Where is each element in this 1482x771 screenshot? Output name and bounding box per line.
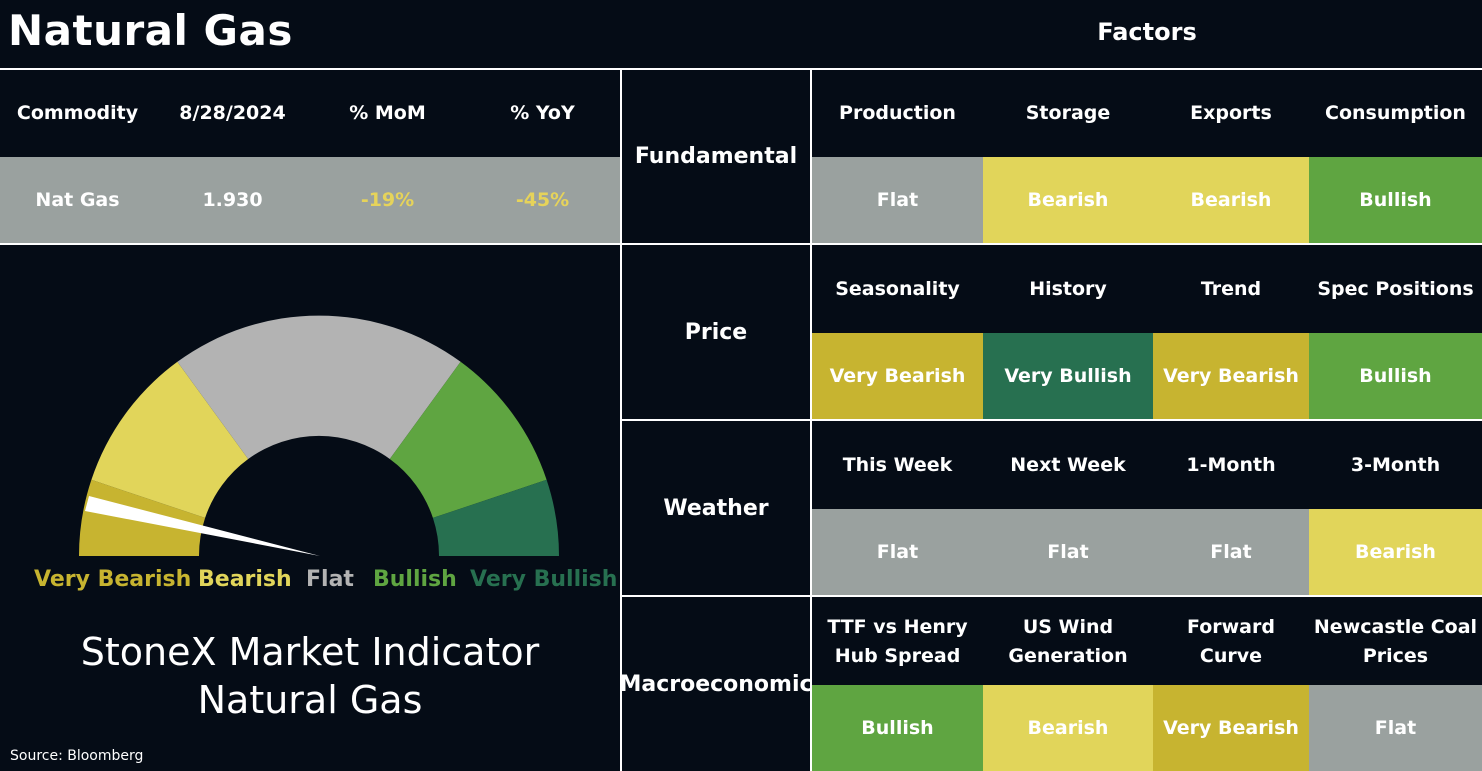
factor-label-divider [810, 68, 812, 771]
header-mom: % MoM [349, 102, 426, 124]
row-divider-2 [622, 419, 1482, 421]
legend-flat: Flat [306, 567, 354, 592]
factor-rating-spec-positions: Bullish [1309, 333, 1482, 419]
factor-name-newcastle-coal-prices: Newcastle Coal Prices [1313, 615, 1478, 667]
header-commodity: Commodity [16, 102, 139, 124]
factor-rating-trend: Very Bearish [1153, 333, 1309, 419]
factor-rating-exports: Bearish [1153, 157, 1309, 243]
legend-very-bullish: Very Bullish [470, 567, 618, 592]
indicator-title-line1: StoneX Market Indicator [80, 630, 540, 674]
row-divider-3 [622, 595, 1482, 597]
cell-yoy: -45% [515, 188, 570, 211]
factor-name-seasonality: Seasonality [835, 278, 960, 300]
gauge-segment-bearish [91, 361, 249, 518]
market-indicator-gauge [79, 315, 559, 556]
indicator-title-line2: Natural Gas [197, 678, 423, 722]
legend-very-bearish: Very Bearish [34, 567, 192, 592]
factor-name-1-month: 1-Month [1186, 454, 1276, 476]
factor-name-next-week: Next Week [1010, 454, 1126, 476]
factor-name-trend: Trend [1200, 278, 1262, 300]
factor-name-history: History [1029, 278, 1107, 300]
factor-group-fundamental: Fundamental [634, 144, 798, 169]
factor-rating-us-wind-generation: Bearish [983, 685, 1153, 771]
cell-commodity: Nat Gas [35, 188, 120, 211]
factor-rating-storage: Bearish [983, 157, 1153, 243]
legend-bullish: Bullish [373, 567, 457, 592]
factor-rating-3-month: Bearish [1309, 509, 1482, 595]
factor-rating-seasonality: Very Bearish [812, 333, 983, 419]
factor-rating-production: Flat [812, 157, 983, 243]
factor-rating-next-week: Flat [983, 509, 1153, 595]
cell-price: 1.930 [202, 188, 263, 211]
header-date: 8/28/2024 [179, 102, 286, 124]
factor-name-storage: Storage [1025, 102, 1111, 124]
factor-rating-this-week: Flat [812, 509, 983, 595]
factor-name-ttf-vs-henry-hub-spread: TTF vs Henry Hub Spread [827, 615, 968, 667]
factor-name-exports: Exports [1190, 102, 1272, 124]
factor-name-forward-curve: Forward Curve [1187, 615, 1275, 667]
left-panel-divider [620, 68, 622, 771]
factor-rating-forward-curve: Very Bearish [1153, 685, 1309, 771]
factors-title: Factors [1097, 18, 1197, 46]
factor-rating-newcastle-coal-prices: Flat [1309, 685, 1482, 771]
gauge-segment-flat [177, 315, 461, 459]
page-title: Natural Gas [8, 6, 293, 55]
factor-rating-history: Very Bullish [983, 333, 1153, 419]
factor-group-weather: Weather [663, 496, 769, 521]
factor-name-us-wind-generation: US Wind Generation [1008, 615, 1128, 667]
row-divider-1 [0, 243, 1482, 245]
top-divider [0, 68, 1482, 70]
source-note: Source: Bloomberg [10, 748, 144, 764]
factor-name-production: Production [839, 102, 956, 124]
factor-name-this-week: This Week [842, 454, 953, 476]
commodity-row-bg [0, 157, 620, 243]
factor-name-3-month: 3-Month [1350, 454, 1441, 476]
gauge-segment-very-bullish [432, 479, 559, 556]
gauge-segment-bullish [389, 361, 547, 518]
factor-group-price: Price [684, 320, 748, 345]
cell-mom: -19% [360, 188, 415, 211]
factor-name-consumption: Consumption [1325, 102, 1466, 124]
header-yoy: % YoY [510, 102, 575, 124]
factor-rating-1-month: Flat [1153, 509, 1309, 595]
legend-bearish: Bearish [198, 567, 292, 592]
factor-group-macroeconomic: Macroeconomic [619, 672, 813, 697]
factor-rating-ttf-vs-henry-hub-spread: Bullish [812, 685, 983, 771]
factor-name-spec-positions: Spec Positions [1317, 278, 1474, 300]
gauge-needle [85, 496, 320, 556]
factor-rating-consumption: Bullish [1309, 157, 1482, 243]
